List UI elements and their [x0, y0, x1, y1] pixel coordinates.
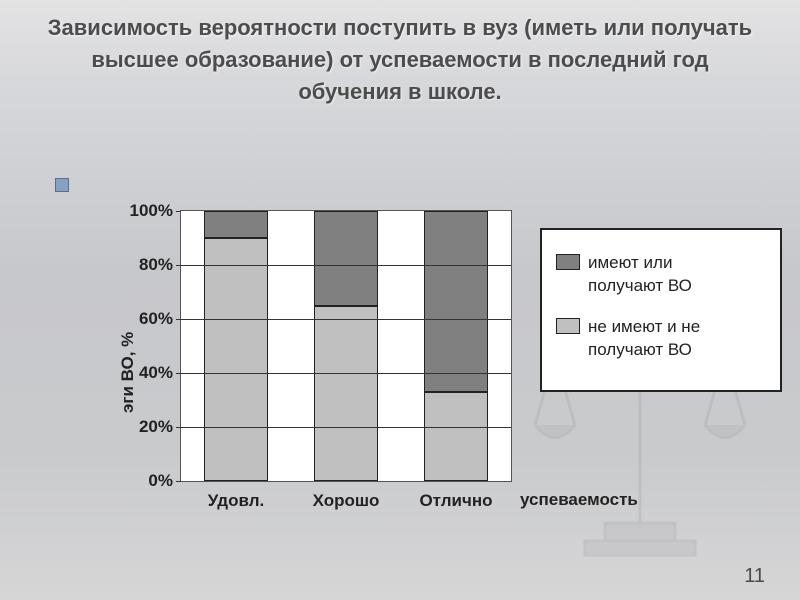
legend-swatch [556, 318, 580, 334]
x-axis-label: успеваемость [520, 490, 638, 510]
bar-segment [314, 306, 378, 482]
bar-segment [424, 392, 488, 481]
y-tick-mark [176, 373, 181, 374]
y-tick-mark [176, 211, 181, 212]
legend: имеют или получают ВО не имеют и не получ… [540, 228, 782, 392]
grid-line [181, 373, 511, 374]
grid-line [181, 265, 511, 266]
grid-line [181, 427, 511, 428]
bar [314, 211, 378, 481]
grid-line [181, 319, 511, 320]
y-tick-mark [176, 481, 181, 482]
legend-item: не имеют и не получают ВО [556, 316, 766, 362]
bars-container [181, 211, 511, 481]
y-tick-mark [176, 427, 181, 428]
legend-swatch [556, 254, 580, 270]
chart: 0%20%40%60%80%100%Удовл.ХорошоОтлично эг… [100, 210, 720, 550]
bar [424, 211, 488, 481]
plot-area: 0%20%40%60%80%100%Удовл.ХорошоОтлично [180, 210, 512, 482]
legend-item: имеют или получают ВО [556, 252, 766, 298]
page-number: 11 [744, 565, 765, 588]
bar-segment [204, 211, 268, 238]
bar-segment [314, 211, 378, 306]
y-tick-mark [176, 319, 181, 320]
y-tick-label: 20% [139, 417, 173, 437]
bullet-square [55, 178, 69, 192]
y-tick-label: 60% [139, 309, 173, 329]
y-tick-label: 40% [139, 363, 173, 383]
y-tick-mark [176, 265, 181, 266]
x-tick-label: Хорошо [291, 491, 401, 511]
y-tick-label: 100% [130, 201, 173, 221]
bar [204, 211, 268, 481]
y-axis-label: эги ВО, % [118, 331, 138, 412]
bar-segment [204, 238, 268, 481]
x-tick-label: Отлично [401, 491, 511, 511]
x-tick-label: Удовл. [181, 491, 291, 511]
bar-segment [424, 211, 488, 392]
slide-title: Зависимость вероятности поступить в вуз … [40, 12, 760, 108]
y-tick-label: 0% [148, 471, 173, 491]
legend-label: имеют или получают ВО [588, 252, 748, 298]
legend-label: не имеют и не получают ВО [588, 316, 748, 362]
y-tick-label: 80% [139, 255, 173, 275]
